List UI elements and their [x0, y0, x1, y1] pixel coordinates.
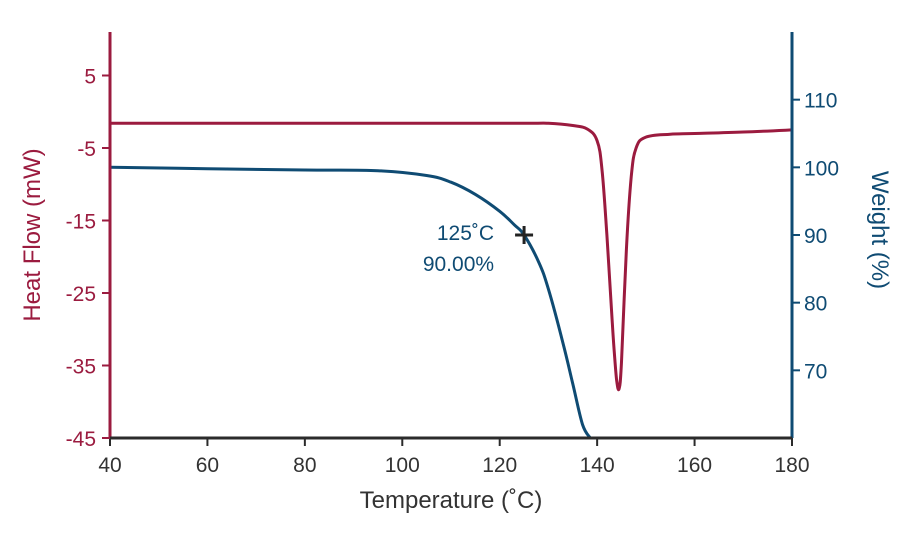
weight-series-line	[110, 165, 592, 438]
x-tick-label: 140	[580, 454, 615, 477]
right-y-tick-label: 90	[804, 225, 827, 248]
x-tick-label: 80	[293, 454, 316, 477]
x-tick-label: 160	[677, 454, 712, 477]
left-y-tick-label: -45	[66, 428, 96, 451]
x-tick-label: 180	[774, 454, 809, 477]
annotation-weight-label: 90.00%	[423, 253, 494, 276]
right-y-tick-label: 110	[804, 90, 837, 113]
x-tick-label: 40	[98, 454, 121, 477]
right-y-tick-label: 70	[804, 360, 827, 383]
left-y-tick-label: -15	[66, 211, 96, 234]
annotation-temperature-label: 125˚C	[437, 222, 494, 245]
x-tick-label: 100	[385, 454, 420, 477]
x-axis-title: Temperature (˚C)	[360, 487, 543, 514]
heat-flow-series-line	[110, 121, 792, 392]
left-y-tick-label: 5	[84, 66, 96, 89]
right-y-tick-label: 100	[804, 157, 839, 180]
x-tick-label: 120	[482, 454, 517, 477]
annotation-marker	[515, 226, 534, 244]
x-tick-label: 60	[196, 454, 219, 477]
left-y-tick-label: -5	[77, 138, 96, 161]
right-y-tick-label: 80	[804, 293, 827, 316]
left-y-tick-label: -25	[66, 283, 96, 306]
left-y-axis-title: Heat Flow (mW)	[19, 148, 46, 321]
right-y-axis-title: Weight (%)	[866, 171, 893, 289]
left-y-tick-label: -35	[66, 356, 96, 379]
